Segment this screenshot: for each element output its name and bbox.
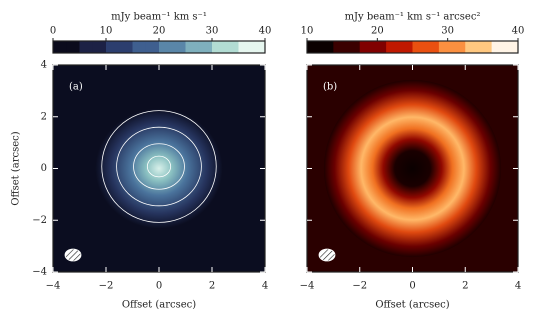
y-tick-label: 0: [41, 163, 47, 174]
x-axis-label: Offset (arcsec): [122, 300, 196, 311]
colorbar-cell: [106, 41, 120, 53]
colorbar-tick-label: 40: [259, 26, 272, 37]
colorbar-cell: [119, 41, 133, 53]
x-tick-label: 2: [462, 281, 468, 292]
colorbar-cell: [132, 41, 147, 53]
colorbar-tick-label: 20: [371, 26, 384, 37]
colorbar-cell: [185, 41, 200, 53]
y-axis-label: Offset (arcsec): [11, 131, 22, 205]
x-tick-label: 4: [262, 281, 268, 292]
x-tick-label: −4: [46, 281, 61, 292]
colorbar-tick-label: 10: [301, 26, 314, 37]
x-tick-label: −4: [300, 281, 315, 292]
colorbar-cell: [346, 41, 361, 53]
colorbar-tick-label: 20: [153, 26, 166, 37]
x-tick-label: 4: [515, 281, 521, 292]
colorbar-cell: [504, 41, 519, 53]
colorbar-frame: [306, 40, 519, 54]
colorbar-cell: [438, 41, 453, 53]
colorbar-cell: [452, 41, 466, 53]
emission-ring: [323, 79, 502, 258]
colorbar-label: mJy beam⁻¹ km s⁻¹ arcsec²: [345, 12, 481, 23]
contour: [133, 143, 185, 190]
colorbar-tick-label: 30: [441, 26, 454, 37]
colorbar-cell: [66, 41, 80, 53]
contour: [116, 126, 202, 207]
colorbar-cell: [386, 41, 400, 53]
colorbar-cell: [465, 41, 479, 53]
colorbar-cell: [92, 41, 107, 53]
colorbar-cell: [320, 41, 334, 53]
colorbar-cell: [478, 41, 493, 53]
colorbar-cell: [399, 41, 413, 53]
colorbar-cell: [159, 41, 173, 53]
colorbar-tick-label: 40: [512, 26, 525, 37]
y-tick-label: 2: [41, 111, 47, 122]
colorbar-cell: [79, 41, 94, 53]
beam: [318, 248, 336, 262]
colorbar-cell: [359, 41, 374, 53]
x-tick-label: 0: [156, 281, 162, 292]
emission: [95, 108, 223, 229]
panel-label: (b): [323, 82, 337, 93]
x-tick-label: −2: [99, 281, 114, 292]
colorbar-cell: [225, 41, 239, 53]
x-tick-label: 2: [209, 281, 215, 292]
colorbar-cell: [145, 41, 160, 53]
y-tick-label: −4: [32, 267, 47, 278]
colorbar-tick-label: 30: [206, 26, 219, 37]
y-tick-label: 4: [41, 60, 47, 71]
x-tick-label: −2: [352, 281, 367, 292]
x-tick-label: 0: [409, 281, 415, 292]
colorbar-cell: [172, 41, 186, 53]
colorbar-tick-label: 0: [50, 26, 56, 37]
colorbar-cell: [53, 41, 67, 53]
colorbar-cell: [425, 41, 440, 53]
colorbar-label: mJy beam⁻¹ km s⁻¹: [111, 12, 207, 23]
colorbar-tick-label: 10: [100, 26, 113, 37]
colorbar-cell: [198, 41, 213, 53]
x-axis-label: Offset (arcsec): [375, 300, 449, 311]
panel-label: (a): [69, 82, 83, 93]
beam: [64, 248, 82, 262]
contour: [146, 155, 172, 178]
y-tick-label: −2: [32, 215, 47, 226]
colorbar-cell: [212, 41, 226, 53]
colorbar-cell: [251, 41, 266, 53]
colorbar-cell: [491, 41, 506, 53]
colorbar-cell: [333, 41, 348, 53]
colorbar-cell: [372, 41, 387, 53]
colorbar-cell: [238, 41, 253, 53]
colorbar-cell: [412, 41, 427, 53]
colorbar-cell: [307, 41, 321, 53]
contour: [101, 110, 217, 223]
